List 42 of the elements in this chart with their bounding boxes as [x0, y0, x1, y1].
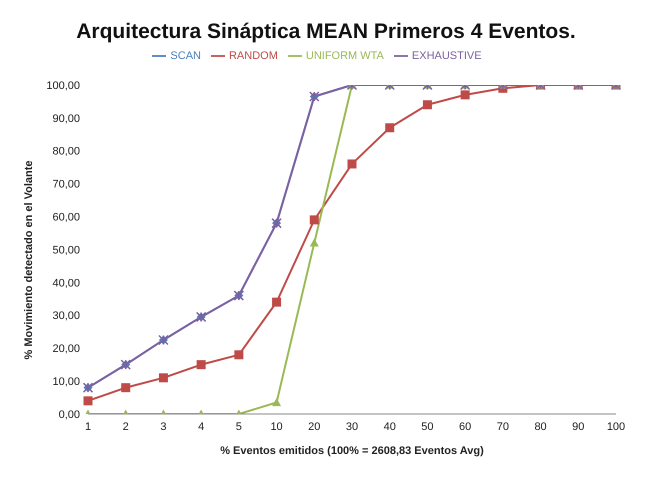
point — [310, 238, 319, 247]
point — [84, 396, 92, 406]
y-axis-title: % Movimiento detectado en el Volante — [22, 160, 35, 360]
y-tick-label: 10,00 — [52, 376, 80, 388]
x-tick-label: 50 — [421, 420, 434, 433]
x-tick-label: 80 — [534, 420, 547, 433]
y-tick-label: 100,00 — [46, 80, 80, 92]
legend-label: SCAN — [170, 50, 201, 62]
x-tick-label: 2 — [122, 420, 129, 433]
point — [196, 360, 206, 370]
y-tick-label: 50,00 — [52, 244, 80, 256]
x-tick-label: 60 — [459, 420, 472, 433]
point — [234, 350, 244, 360]
x-tick-label: 40 — [384, 420, 396, 433]
y-tick-label: 80,00 — [52, 146, 80, 158]
legend-label: UNIFORM WTA — [306, 50, 384, 62]
x-tick-label: 100 — [606, 420, 626, 433]
y-tick-label: 60,00 — [52, 212, 80, 224]
legend-label: RANDOM — [228, 50, 278, 62]
point — [272, 398, 282, 406]
x-tick-label: 5 — [236, 420, 242, 433]
point — [310, 215, 319, 224]
x-tick-label: 20 — [308, 420, 320, 433]
x-tick-label: 10 — [270, 420, 283, 433]
legend-label: EXHAUSTIVE — [412, 50, 482, 62]
y-tick-label: 70,00 — [52, 178, 80, 191]
x-tick-label: 3 — [160, 420, 166, 433]
y-tick-label: 90,00 — [52, 112, 80, 125]
x-tick-label: 70 — [496, 420, 509, 433]
point — [272, 298, 282, 307]
x-tick-label: 1 — [84, 420, 92, 433]
y-tick-label: 30,00 — [52, 310, 80, 322]
y-tick-label: 40,00 — [52, 277, 80, 290]
point — [121, 383, 130, 392]
x-tick-label: 30 — [346, 420, 358, 433]
y-tick-label: 0,00 — [58, 408, 80, 421]
point — [158, 373, 168, 382]
x-axis-title: % Eventos emitidos (100% = 2608,83 Eventos Avg) — [220, 445, 484, 457]
x-tick-label: 4 — [198, 420, 204, 433]
y-tick-label: 20,00 — [52, 343, 80, 356]
chart-title: Arquitectura Sináptica MEAN Primeros 4 Eventos. — [75, 20, 577, 44]
x-tick-label: 90 — [572, 420, 584, 433]
